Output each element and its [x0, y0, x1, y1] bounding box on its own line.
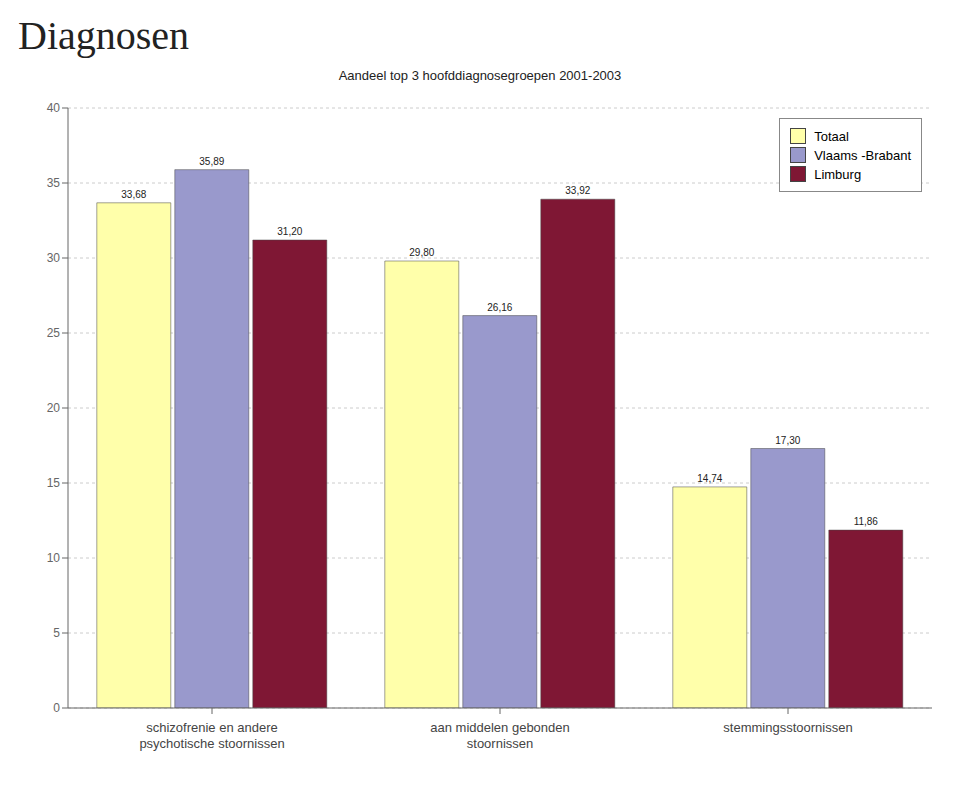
svg-text:14,74: 14,74 — [697, 473, 722, 484]
svg-text:35,89: 35,89 — [199, 156, 224, 167]
svg-text:20: 20 — [47, 401, 61, 415]
svg-text:17,30: 17,30 — [775, 435, 800, 446]
svg-text:15: 15 — [47, 476, 61, 490]
svg-text:25: 25 — [47, 326, 61, 340]
svg-text:schizofrenie en anderepsychoti: schizofrenie en anderepsychotische stoor… — [139, 720, 284, 751]
html-text:Aandeel top 3 hoofddiagnosegro: Aandeel top 3 hoofddiagnosegroepen 2001-… — [338, 68, 622, 83]
html-text:Totaal: Totaal — [814, 128, 849, 144]
html-text:Diagnosen: Diagnosen — [18, 13, 190, 58]
svg-text:5: 5 — [53, 626, 60, 640]
svg-text:0: 0 — [53, 701, 60, 715]
svg-text:10: 10 — [47, 551, 61, 565]
svg-text:30: 30 — [47, 251, 61, 265]
svg-text:29,80: 29,80 — [409, 247, 434, 258]
svg-text:stemmingsstoornissen: stemmingsstoornissen — [723, 720, 852, 735]
svg-text:33,68: 33,68 — [121, 189, 146, 200]
svg-text:11,86: 11,86 — [854, 516, 879, 527]
svg-text:31,20: 31,20 — [277, 226, 302, 237]
svg-text:26,16: 26,16 — [487, 302, 512, 313]
svg-text:35: 35 — [47, 176, 61, 190]
html-text:Limburg: Limburg — [814, 166, 862, 182]
html-text:Vlaams -Brabant: Vlaams -Brabant — [814, 147, 911, 163]
svg-text:aan middelen gebondenstoorniss: aan middelen gebondenstoornissen — [430, 720, 570, 751]
svg-text:40: 40 — [47, 101, 61, 115]
svg-text:33,92: 33,92 — [565, 185, 590, 196]
